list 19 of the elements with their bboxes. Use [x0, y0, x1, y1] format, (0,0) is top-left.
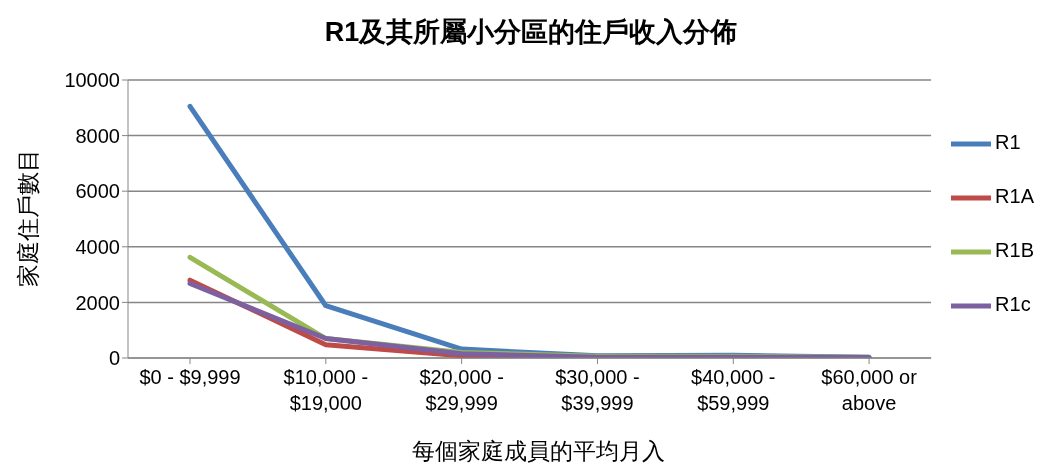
- legend-label: R1A: [995, 185, 1034, 207]
- legend-label: R1: [995, 131, 1021, 153]
- x-tick-label: $60,000 or above: [821, 366, 918, 414]
- legend-label: R1B: [995, 239, 1034, 261]
- y-axis-title: 家庭住戶數目: [13, 149, 42, 287]
- x-tick-label: $40,000 - $59,999: [691, 366, 776, 414]
- y-tick-label: 2000: [75, 291, 120, 314]
- y-tick-label: 10000: [64, 69, 120, 92]
- y-tick-label: 0: [108, 347, 120, 370]
- y-tick-label: 4000: [75, 235, 120, 258]
- x-tick-label: $20,000 - $29,999: [419, 366, 504, 414]
- x-tick-label: $0 - $9,999: [139, 366, 241, 388]
- x-tick-label: $10,000 - $19,000: [283, 366, 369, 414]
- x-axis-title: 每個家庭成員的平均月入: [410, 438, 666, 464]
- legend-label: R1c: [995, 293, 1031, 315]
- chart-title: R1及其所屬小分區的住戶收入分佈: [323, 16, 739, 49]
- y-tick-label: 6000: [75, 180, 120, 203]
- x-tick-label: $30,000 - $39,999: [555, 366, 640, 414]
- y-tick-label: 8000: [75, 124, 120, 147]
